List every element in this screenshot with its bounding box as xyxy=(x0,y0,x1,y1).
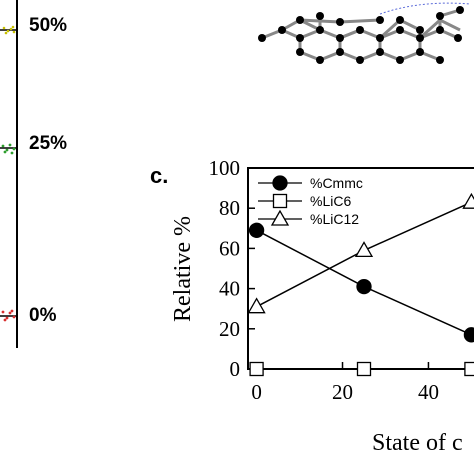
trace-0 xyxy=(0,309,17,322)
percent-label-0: 0% xyxy=(29,305,57,326)
y-tick-label: 80 xyxy=(219,196,240,220)
x-tick-label: 40 xyxy=(418,380,439,404)
series-markers xyxy=(247,192,474,377)
data-point-lic6 xyxy=(464,361,474,377)
legend-marker xyxy=(272,175,288,191)
trace-50 xyxy=(0,25,17,35)
percent-label-25: 25% xyxy=(29,133,67,154)
data-point-lic12 xyxy=(354,241,374,258)
x-axis-label: State of c xyxy=(372,430,463,456)
left-panel: 50% 25% 0% xyxy=(0,0,67,348)
chart-legend: %Cmmc %LiC6 %LiC12 xyxy=(258,175,363,227)
data-point-cmmc xyxy=(463,327,474,343)
percent-label-50: 50% xyxy=(29,15,67,36)
data-point-lic12 xyxy=(462,192,474,209)
legend-marker xyxy=(272,193,288,209)
data-point-lic6 xyxy=(356,361,372,377)
data-point-cmmc xyxy=(248,222,265,238)
y-tick-label: 100 xyxy=(209,156,241,180)
legend-label: %Cmmc xyxy=(310,175,363,191)
panel-label-c: c. xyxy=(150,163,168,188)
lattice-atoms xyxy=(258,6,464,64)
legend-label: %LiC12 xyxy=(310,211,359,227)
data-point-lic6 xyxy=(249,361,264,377)
data-point-lic12 xyxy=(247,297,266,314)
y-tick-label: 40 xyxy=(219,277,240,301)
legend-label: %LiC6 xyxy=(310,193,351,209)
legend-marker xyxy=(270,209,290,226)
chart-c: 0 20 40 0 20 40 60 80 100 %Cmmc %LiC6 %LiC12 Rela… xyxy=(170,156,474,456)
y-tick-label: 20 xyxy=(219,317,240,341)
lattice-illustration xyxy=(258,2,471,64)
x-tick-label: 20 xyxy=(332,380,353,404)
y-axis-label: Relative % xyxy=(170,216,196,322)
y-tick-label: 0 xyxy=(230,357,241,381)
y-tick-label: 60 xyxy=(219,236,240,260)
data-point-cmmc xyxy=(356,278,372,295)
trace-25 xyxy=(0,143,17,155)
x-tick-label: 0 xyxy=(251,380,262,404)
